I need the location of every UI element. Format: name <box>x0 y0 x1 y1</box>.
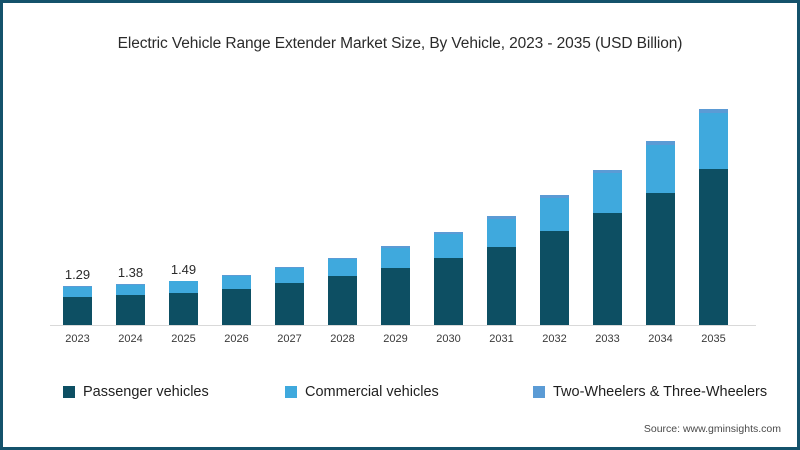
bar-segment-2031-s2 <box>487 216 516 219</box>
x-tick-2031: 2031 <box>489 333 514 345</box>
bar-segment-2028-s1 <box>328 258 357 277</box>
plot-area: 1.29 1.38 1.49 <box>50 81 756 326</box>
bar-2031[interactable] <box>487 216 516 325</box>
bar-2026[interactable] <box>222 274 251 325</box>
bar-value-label-2023: 1.29 <box>64 267 91 283</box>
legend-item-0[interactable]: Passenger vehicles <box>63 384 209 400</box>
x-tick-2024: 2024 <box>118 333 143 345</box>
bar-segment-2033-s2 <box>593 169 622 174</box>
bar-segment-2032-s0 <box>540 231 569 325</box>
bar-2035[interactable] <box>699 108 728 325</box>
source-attribution: Source: www.gminsights.com <box>643 423 781 435</box>
bar-2033[interactable] <box>593 169 622 325</box>
bar-segment-2023-s1 <box>63 287 92 298</box>
bar-segment-2026-s0 <box>222 288 251 325</box>
legend-swatch-icon-2 <box>533 386 545 398</box>
bar-segment-2034-s1 <box>646 145 675 193</box>
bar-segment-2033-s1 <box>593 173 622 214</box>
bar-segment-2029-s1 <box>381 247 410 269</box>
x-tick-2032: 2032 <box>542 333 567 345</box>
x-tick-2029: 2029 <box>383 333 408 345</box>
x-tick-2025: 2025 <box>171 333 196 345</box>
bar-2028[interactable] <box>328 257 357 325</box>
bar-segment-2035-s0 <box>699 169 728 325</box>
bar-2024[interactable]: 1.38 <box>116 265 145 325</box>
bar-2027[interactable] <box>275 266 304 325</box>
bar-2030[interactable] <box>434 232 463 325</box>
bar-segment-2023-s2 <box>63 286 92 288</box>
x-tick-2035: 2035 <box>701 333 726 345</box>
bar-segment-2023-s0 <box>63 297 92 325</box>
bar-segment-2030-s2 <box>434 232 463 235</box>
bar-segment-2035-s1 <box>699 113 728 170</box>
bar-segment-2029-s2 <box>381 246 410 248</box>
x-tick-2030: 2030 <box>436 333 461 345</box>
bar-2034[interactable] <box>646 141 675 325</box>
legend-item-2[interactable]: Two-Wheelers & Three-Wheelers <box>533 384 767 400</box>
bar-2025[interactable]: 1.49 <box>169 262 198 325</box>
bar-segment-2030-s0 <box>434 258 463 325</box>
x-tick-2027: 2027 <box>277 333 302 345</box>
x-axis-line <box>50 325 756 326</box>
legend-label-0: Passenger vehicles <box>83 384 209 400</box>
legend-swatch-icon-1 <box>285 386 297 398</box>
x-tick-2023: 2023 <box>65 333 90 345</box>
x-tick-2026: 2026 <box>224 333 249 345</box>
x-axis-tick-labels: 2023 2024 2025 2026 2027 2028 2029 2030 2031 2032… <box>50 333 756 351</box>
bar-segment-2025-s0 <box>169 292 198 325</box>
bar-segment-2034-s0 <box>646 192 675 325</box>
bar-segment-2025-s2 <box>169 280 198 282</box>
x-tick-2028: 2028 <box>330 333 355 345</box>
bar-segment-2026-s1 <box>222 275 251 289</box>
bar-value-label-2024: 1.38 <box>117 264 144 280</box>
bar-segment-2029-s0 <box>381 268 410 325</box>
bar-segment-2024-s0 <box>116 295 145 325</box>
bar-segment-2030-s1 <box>434 234 463 259</box>
bar-segment-2028-s2 <box>328 257 357 259</box>
bar-segment-2027-s0 <box>275 282 304 325</box>
bar-segment-2032-s2 <box>540 194 569 198</box>
bar-segment-2031-s1 <box>487 218 516 247</box>
bar-segment-2031-s0 <box>487 246 516 325</box>
bar-2023[interactable]: 1.29 <box>63 267 92 325</box>
bar-segment-2035-s2 <box>699 108 728 114</box>
legend-item-1[interactable]: Commercial vehicles <box>285 384 439 400</box>
bar-segment-2032-s1 <box>540 197 569 232</box>
bar-segment-2025-s1 <box>169 281 198 293</box>
legend-label-1: Commercial vehicles <box>305 384 439 400</box>
bar-value-label-2025: 1.49 <box>170 261 197 277</box>
bar-segment-2027-s1 <box>275 267 304 283</box>
bar-2032[interactable] <box>540 194 569 325</box>
x-tick-2034: 2034 <box>648 333 673 345</box>
chart-legend: Passenger vehicles Commercial vehicles Two… <box>63 384 767 406</box>
bar-segment-2027-s2 <box>275 266 304 268</box>
bar-segment-2024-s2 <box>116 283 145 285</box>
chart-title: Electric Vehicle Range Extender Market S… <box>117 35 683 52</box>
x-tick-2033: 2033 <box>595 333 620 345</box>
bar-segment-2024-s1 <box>116 284 145 296</box>
bar-segment-2028-s0 <box>328 276 357 325</box>
legend-label-2: Two-Wheelers & Three-Wheelers <box>553 384 768 400</box>
bar-segment-2026-s2 <box>222 274 251 276</box>
bar-2029[interactable] <box>381 246 410 325</box>
bar-segment-2034-s2 <box>646 141 675 146</box>
bar-segment-2033-s0 <box>593 213 622 325</box>
legend-swatch-icon-0 <box>63 386 75 398</box>
